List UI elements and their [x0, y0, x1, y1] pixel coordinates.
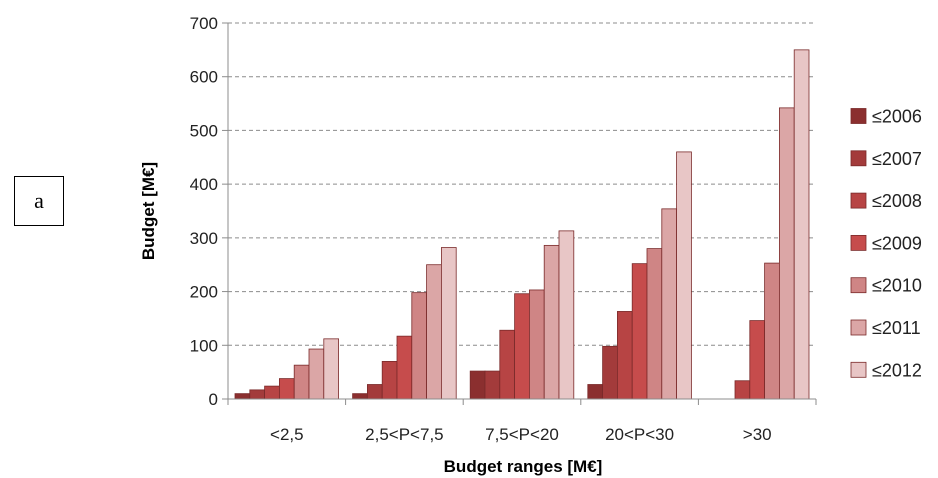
x-tick-label: 20<P<30	[605, 425, 674, 444]
legend-label: ≤2009	[872, 233, 922, 253]
bar	[440, 247, 457, 400]
y-tick-label: 100	[190, 336, 218, 355]
x-axis-title: Budget ranges [M€]	[444, 457, 603, 476]
bar	[366, 384, 383, 400]
legend-swatch	[850, 150, 867, 167]
bar	[514, 293, 530, 400]
bar	[396, 335, 413, 400]
y-tick-label: 400	[190, 175, 218, 194]
bar	[631, 263, 648, 400]
x-tick-labels: <2,5 2,5<P<7,5 7,5<P<20 20<P<30 >30	[270, 425, 772, 444]
bar	[617, 311, 633, 400]
bar	[411, 292, 427, 400]
bar	[293, 364, 310, 400]
bar	[249, 389, 266, 400]
bar	[426, 264, 442, 400]
bar	[278, 378, 295, 400]
x-tick-label: <2,5	[270, 425, 304, 444]
bar	[779, 107, 795, 400]
bar	[676, 151, 692, 400]
x-tick-label: 7,5<P<20	[485, 425, 559, 444]
bar	[308, 348, 325, 400]
legend-label: ≤2007	[872, 149, 922, 169]
bar	[543, 244, 560, 400]
legend-label: ≤2012	[872, 360, 922, 380]
legend-label: ≤2010	[872, 276, 922, 296]
bar	[234, 393, 251, 400]
legend-swatch	[850, 192, 867, 209]
bar	[764, 262, 780, 400]
bar	[749, 320, 765, 400]
bar	[499, 329, 515, 400]
y-tick-label: 200	[190, 283, 218, 302]
y-axis-title: Budget [M€]	[139, 162, 158, 260]
bar	[558, 230, 575, 400]
y-tick-labels: 0 100 200 300 400 500 600 700	[190, 14, 218, 409]
legend-swatch	[850, 319, 867, 336]
bar	[602, 345, 618, 400]
axes	[222, 22, 817, 405]
bar	[661, 208, 677, 400]
bar	[323, 338, 339, 400]
legend-label: ≤2006	[872, 107, 922, 127]
bar	[734, 380, 751, 400]
legend-label: ≤2008	[872, 191, 922, 211]
bar	[381, 360, 398, 400]
bar	[352, 393, 368, 400]
bar	[646, 248, 663, 400]
y-tick-label: 600	[190, 68, 218, 87]
legend: ≤2006 ≤2007 ≤2008 ≤2009 ≤2010 ≤2011 ≤2012	[850, 107, 922, 380]
bar	[587, 384, 603, 400]
x-tick-label: 2,5<P<7,5	[365, 425, 443, 444]
x-tick-label: >30	[743, 425, 772, 444]
legend-swatch	[850, 234, 867, 251]
legend-swatch	[850, 277, 867, 294]
bars	[234, 49, 810, 400]
y-tick-label: 0	[209, 390, 218, 409]
y-tick-label: 500	[190, 121, 218, 140]
bar	[469, 370, 486, 400]
y-tick-label: 300	[190, 229, 218, 248]
legend-swatch	[850, 361, 867, 378]
panel-label: a	[14, 176, 64, 226]
y-tick-label: 700	[190, 14, 218, 33]
bar	[793, 49, 810, 400]
legend-swatch	[850, 108, 867, 124]
legend-label: ≤2011	[872, 318, 921, 338]
bar	[484, 370, 501, 400]
bar	[264, 385, 280, 400]
bar	[529, 289, 545, 400]
